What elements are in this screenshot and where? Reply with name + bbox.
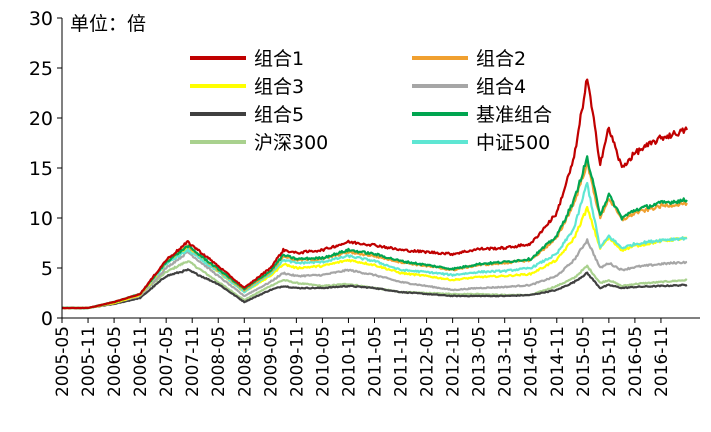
y-tick-label: 25 bbox=[29, 58, 53, 80]
y-tick-label: 0 bbox=[41, 308, 53, 330]
legend-label: 中证500 bbox=[476, 132, 550, 154]
unit-label: 单位：倍 bbox=[70, 13, 146, 35]
x-tick-label: 2014-11 bbox=[548, 326, 568, 397]
series-line bbox=[61, 78, 689, 310]
legend-label: 组合3 bbox=[254, 76, 304, 98]
series-line bbox=[61, 268, 688, 310]
x-tick-label: 2008-11 bbox=[235, 326, 255, 397]
x-ticks: 2005-05 2005-11 2006-05 2006-11 2007-05 2007-… bbox=[53, 318, 672, 397]
x-tick-label: 2012-05 bbox=[418, 326, 438, 397]
y-tick-label: 20 bbox=[29, 108, 53, 130]
x-tick-label: 2010-05 bbox=[313, 326, 333, 397]
x-tick-label: 2005-11 bbox=[79, 326, 99, 397]
x-tick-label: 2009-11 bbox=[287, 326, 307, 397]
x-tick-label: 2014-05 bbox=[522, 326, 542, 397]
x-tick-label: 2008-05 bbox=[209, 326, 229, 397]
legend-label: 沪深300 bbox=[254, 132, 328, 154]
legend-label: 基准组合 bbox=[476, 104, 552, 126]
x-tick-label: 2015-05 bbox=[574, 326, 594, 397]
legend-label: 组合5 bbox=[254, 104, 304, 126]
series-line bbox=[61, 238, 688, 310]
y-tick-label: 30 bbox=[29, 8, 53, 30]
x-tick-label: 2007-05 bbox=[157, 326, 177, 397]
series-lines bbox=[61, 78, 689, 310]
series-line bbox=[61, 155, 688, 310]
y-tick-label: 10 bbox=[29, 208, 53, 230]
legend-label: 组合4 bbox=[476, 76, 526, 98]
x-tick-label: 2015-11 bbox=[600, 326, 620, 397]
x-tick-label: 2013-11 bbox=[496, 326, 516, 397]
y-ticks: 0 5 10 15 20 25 30 bbox=[29, 8, 62, 330]
y-tick-label: 5 bbox=[41, 258, 53, 280]
legend-label: 组合2 bbox=[476, 48, 526, 70]
x-tick-label: 2011-05 bbox=[365, 326, 385, 397]
x-tick-label: 2005-05 bbox=[53, 326, 73, 397]
x-tick-label: 2016-11 bbox=[652, 326, 672, 397]
x-tick-label: 2010-11 bbox=[339, 326, 359, 397]
legend-label: 组合1 bbox=[254, 48, 304, 70]
x-tick-label: 2013-05 bbox=[470, 326, 490, 397]
x-tick-label: 2009-05 bbox=[261, 326, 281, 397]
x-tick-label: 2012-11 bbox=[444, 326, 464, 397]
x-tick-label: 2006-11 bbox=[131, 326, 151, 397]
y-tick-label: 15 bbox=[29, 158, 53, 180]
x-tick-label: 2006-05 bbox=[105, 326, 125, 397]
x-tick-label: 2016-05 bbox=[626, 326, 646, 397]
x-tick-label: 2011-11 bbox=[392, 326, 412, 397]
x-tick-label: 2007-11 bbox=[183, 326, 203, 397]
